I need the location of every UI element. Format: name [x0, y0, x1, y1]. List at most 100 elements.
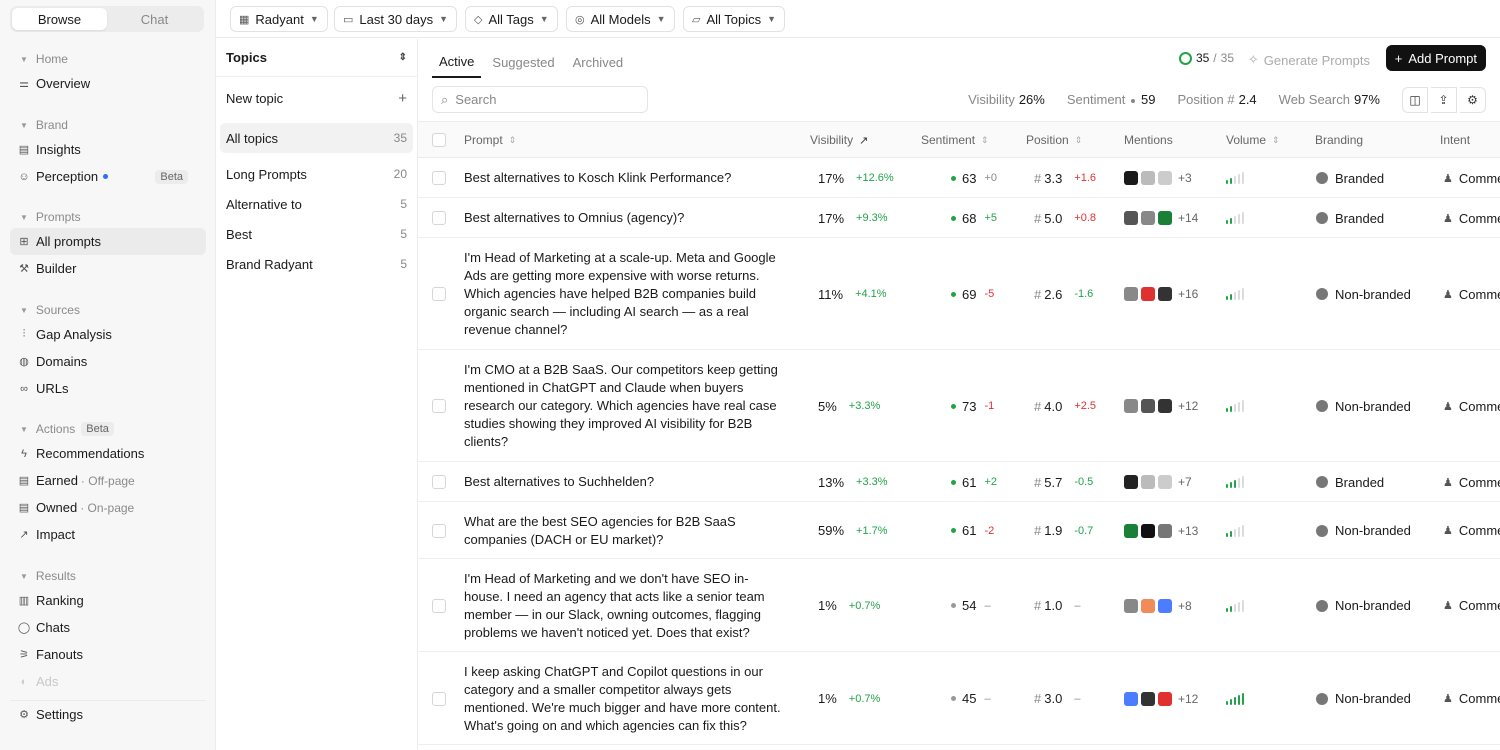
volume-cell — [1226, 559, 1244, 652]
col-intent[interactable]: Intent — [1440, 122, 1470, 158]
sidebar-item-ranking[interactable]: ▥ Ranking — [10, 587, 206, 614]
intent-cell: ♟ Comme — [1443, 158, 1500, 198]
search-input[interactable]: ⌕ Search — [432, 86, 648, 113]
table-row[interactable]: Best alternatives to Suchhelden? 13% +3.3%… — [418, 462, 1500, 502]
nav-heading-sources[interactable]: ▼ Sources — [0, 299, 216, 321]
brand-logo-icon — [1158, 523, 1172, 538]
chevron-down-icon: ▼ — [539, 14, 549, 24]
table-row[interactable]: I keep asking ChatGPT and Copilot questi… — [418, 652, 1500, 745]
nav-heading-prompts[interactable]: ▼ Prompts — [0, 206, 216, 228]
row-checkbox[interactable] — [432, 158, 446, 198]
branding-value: Non-branded — [1335, 691, 1411, 706]
models-filter[interactable]: ◎ All Models ▼ — [566, 6, 675, 32]
browse-tab[interactable]: Browse — [12, 8, 107, 30]
sidebar-item-impact[interactable]: ↗ Impact — [10, 521, 206, 548]
row-checkbox[interactable] — [432, 198, 446, 238]
nav-heading-results[interactable]: ▼ Results — [0, 565, 216, 587]
mentions-cell[interactable]: +16 — [1124, 238, 1198, 350]
tab-suggested[interactable]: Suggested — [492, 54, 555, 70]
sidebar-item-recommendations[interactable]: ϟ Recommendations — [10, 440, 206, 467]
col-position[interactable]: Position ⇕ — [1026, 122, 1082, 158]
topic-item[interactable]: Alternative to 5 — [220, 189, 413, 219]
table-row[interactable]: Best alternatives to Kosch Klink Perform… — [418, 158, 1500, 198]
date-filter[interactable]: ▭ Last 30 days ▼ — [334, 6, 458, 32]
row-checkbox[interactable] — [432, 559, 446, 652]
settings-button[interactable]: ⚙ — [1460, 87, 1486, 113]
mentions-cell[interactable]: +7 — [1124, 462, 1192, 502]
nav-heading-brand[interactable]: ▼ Brand — [0, 114, 216, 136]
mentions-cell[interactable]: +3 — [1124, 158, 1192, 198]
sidebar-item-all-prompts[interactable]: ⊞ All prompts — [10, 228, 206, 255]
brand-filter[interactable]: ▦ Radyant ▼ — [230, 6, 328, 32]
row-checkbox[interactable] — [432, 502, 446, 559]
topics-header[interactable]: Topics ⇕ — [216, 39, 417, 77]
tab-archived[interactable]: Archived — [572, 54, 624, 70]
prompt-text: Best alternatives to Suchhelden? — [464, 462, 782, 502]
topic-item[interactable]: Long Prompts 20 — [220, 159, 413, 189]
col-prompt[interactable]: Prompt ⇕ — [464, 122, 516, 158]
tags-filter[interactable]: ◇ All Tags ▼ — [465, 6, 558, 32]
table-row[interactable]: I'm CMO at a B2B SaaS. Our competitors k… — [418, 350, 1500, 462]
sidebar-item-fanouts[interactable]: ⚞ Fanouts — [10, 641, 206, 668]
columns-button[interactable]: ◫ — [1402, 87, 1428, 113]
sidebar-item-ads[interactable]: ◐ Ads — [10, 668, 206, 695]
mentions-cell[interactable]: +12 — [1124, 652, 1198, 745]
branding-cell: Non-branded — [1316, 652, 1411, 745]
sidebar-item-chats[interactable]: ◯ Chats — [10, 614, 206, 641]
sidebar-item-label: Earned — [36, 473, 78, 488]
table-row[interactable]: I'm Head of Marketing and we don't have … — [418, 559, 1500, 652]
sidebar-item-insights[interactable]: ▤ Insights — [10, 136, 206, 163]
col-volume[interactable]: Volume ⇕ — [1226, 122, 1280, 158]
nav-heading-home[interactable]: ▼ Home — [0, 48, 216, 70]
mentions-cell[interactable]: +14 — [1124, 198, 1198, 238]
sidebar-item-perception[interactable]: ☺ Perception Beta — [10, 163, 206, 190]
sidebar-item-domains[interactable]: ◍ Domains — [10, 348, 206, 375]
caret-down-icon: ▼ — [20, 212, 28, 222]
sentiment-dot-icon — [951, 175, 956, 181]
sentiment-cell: 61 -2 — [951, 502, 994, 559]
add-prompt-label: Add Prompt — [1408, 50, 1477, 66]
sidebar-item-owned[interactable]: ▤ Owned · On-page — [10, 494, 206, 521]
sidebar-item-urls[interactable]: ∞ URLs — [10, 375, 206, 402]
mentions-cell[interactable]: +12 — [1124, 350, 1198, 462]
generate-prompts-button[interactable]: ✧ Generate Prompts — [1242, 47, 1376, 73]
table-row[interactable]: Best alternatives to Omnius (agency)? 17%… — [418, 198, 1500, 238]
col-branding[interactable]: Branding — [1315, 122, 1363, 158]
tab-active[interactable]: Active — [432, 46, 482, 78]
folder-icon: ▱ — [692, 13, 701, 26]
row-checkbox[interactable] — [432, 462, 446, 502]
sidebar-item-earned[interactable]: ▤ Earned · Off-page — [10, 467, 206, 494]
col-mentions[interactable]: Mentions — [1124, 122, 1173, 158]
prompt-line: Best alternatives to Omnius (agency)? — [464, 210, 685, 225]
mentions-cell[interactable]: +8 — [1124, 559, 1192, 652]
table-row[interactable]: What are the best SEO agencies for B2B S… — [418, 502, 1500, 559]
select-all-checkbox[interactable] — [432, 122, 446, 158]
sentiment-cell: 73 -1 — [951, 350, 994, 462]
topic-item[interactable]: Best 5 — [220, 219, 413, 249]
new-topic-button[interactable]: New topic + — [220, 83, 413, 113]
export-button[interactable]: ⇪ — [1431, 87, 1457, 113]
topic-item[interactable]: Brand Radyant 5 — [220, 249, 413, 279]
col-visibility[interactable]: Visibility ↗ — [810, 122, 868, 158]
add-prompt-button[interactable]: + Add Prompt — [1385, 45, 1486, 71]
nav-heading-actions[interactable]: ▼ Actions Beta — [0, 418, 216, 440]
branding-cell: Branded — [1316, 462, 1384, 502]
sidebar-item-builder[interactable]: ⚒ Builder — [10, 255, 206, 282]
visibility-delta: +3.3% — [848, 400, 881, 412]
volume-bar — [1234, 603, 1236, 612]
col-sentiment[interactable]: Sentiment ⇕ — [921, 122, 989, 158]
table-row[interactable]: I'm Head of Marketing at a scale-up. Met… — [418, 238, 1500, 350]
sidebar-item-overview[interactable]: ⚌ Overview — [10, 70, 206, 97]
topics-filter[interactable]: ▱ All Topics ▼ — [683, 6, 786, 32]
chat-tab[interactable]: Chat — [140, 11, 169, 27]
sidebar-item-settings[interactable]: ⚙ Settings — [10, 700, 206, 727]
topic-item[interactable]: All topics 35 — [220, 123, 413, 153]
sidebar-item-gap-analysis[interactable]: ⫶ Gap Analysis — [10, 321, 206, 348]
branding-icon — [1316, 400, 1328, 412]
row-checkbox[interactable] — [432, 652, 446, 745]
row-checkbox[interactable] — [432, 238, 446, 350]
sentiment-cell: 54– — [951, 559, 991, 652]
row-checkbox[interactable] — [432, 350, 446, 462]
mentions-cell[interactable]: +13 — [1124, 502, 1198, 559]
prompt-line: I'm CMO at a B2B SaaS. Our competitors k… — [464, 362, 778, 377]
